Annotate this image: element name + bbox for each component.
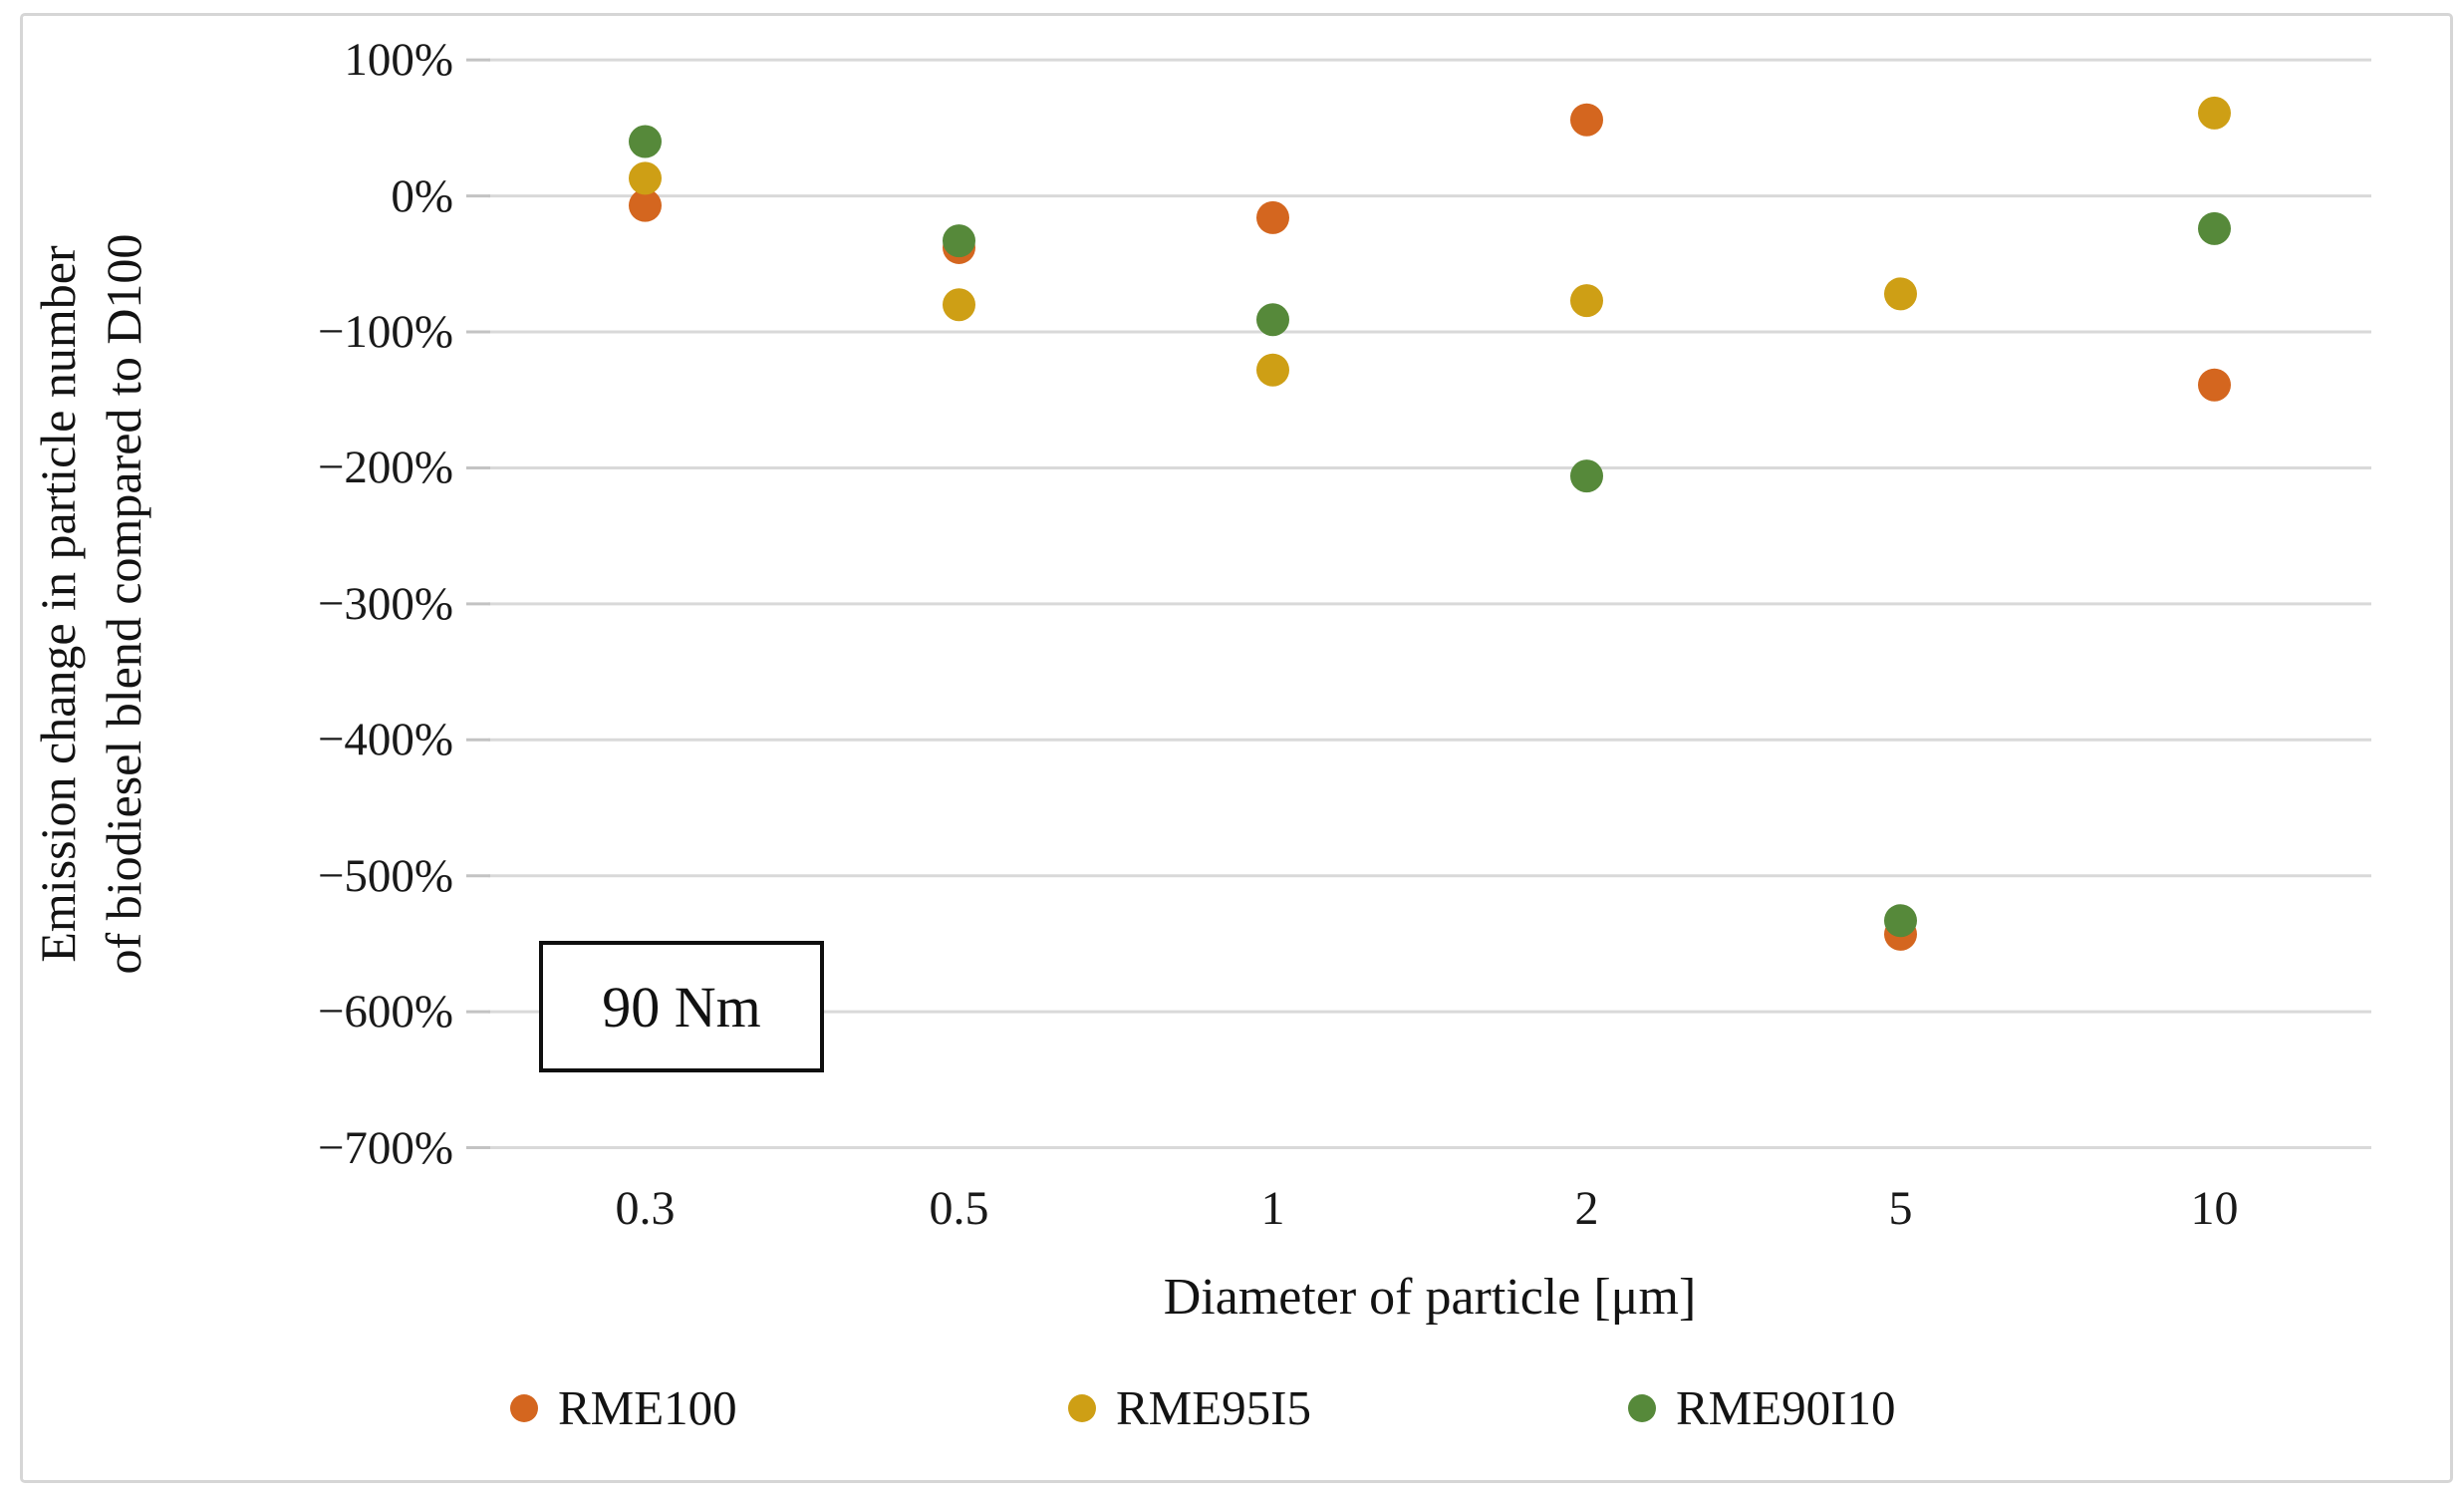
data-point-rme90i10: [2198, 211, 2231, 245]
x-axis-tick-label: 2: [1574, 1182, 1599, 1235]
legend-item-rme95i5: RME95I5: [1068, 1379, 1311, 1436]
x-axis-tick-label: 10: [2190, 1182, 2239, 1235]
x-axis-title: Diameter of particle [μm]: [1163, 1269, 1697, 1326]
data-point-rme100: [1570, 103, 1603, 137]
data-point-rme95i5: [1570, 284, 1603, 318]
y-axis-title-line1: Emission change in particle number: [30, 245, 86, 963]
annotation-text: 90 Nm: [602, 974, 761, 1040]
data-point-rme95i5: [1256, 353, 1289, 387]
x-axis-tick-label: 5: [1888, 1182, 1913, 1235]
x-axis-tick-label: 0.3: [615, 1182, 676, 1235]
y-axis-tick-label: −500%: [317, 849, 453, 902]
data-point-rme100: [2198, 368, 2231, 402]
x-axis-tick-label: 1: [1260, 1182, 1285, 1235]
y-axis-tick-label: −700%: [317, 1121, 453, 1174]
y-axis-tick-label: −400%: [317, 714, 453, 766]
annotation-box: 90 Nm: [539, 941, 824, 1072]
data-point-rme100: [1256, 200, 1289, 234]
legend-item-rme90i10: RME90I10: [1628, 1379, 1896, 1436]
legend-marker-rme90i10-icon: [1628, 1393, 1656, 1422]
legend-item-rme100: RME100: [510, 1379, 737, 1436]
y-axis-tick-label: −100%: [317, 306, 453, 359]
x-axis-tick-label: 0.5: [929, 1182, 989, 1235]
y-axis-tick-label: −600%: [317, 986, 453, 1039]
legend-label-rme100: RME100: [558, 1380, 737, 1435]
data-point-rme90i10: [1570, 459, 1603, 493]
y-axis-tick-label: −300%: [317, 577, 453, 630]
data-point-rme95i5: [943, 288, 975, 322]
legend-marker-rme95i5-icon: [1068, 1393, 1096, 1422]
data-point-rme90i10: [943, 224, 975, 258]
legend-label-rme90i10: RME90I10: [1676, 1380, 1896, 1435]
data-point-rme90i10: [629, 125, 662, 158]
data-point-rme100: [629, 188, 662, 222]
data-point-rme90i10: [1256, 303, 1289, 337]
y-axis-tick-label: 100%: [344, 34, 453, 87]
data-point-rme95i5: [1884, 277, 1917, 311]
y-axis-title: Emission change in particle number of bi…: [25, 21, 158, 1187]
data-point-rme90i10: [1884, 904, 1917, 938]
legend-marker-rme100-icon: [510, 1393, 538, 1422]
legend-label-rme95i5: RME95I5: [1116, 1380, 1311, 1435]
data-point-rme95i5: [629, 161, 662, 195]
data-point-rme95i5: [2198, 96, 2231, 130]
y-axis-tick-label: 0%: [391, 169, 453, 222]
y-axis-tick-label: −200%: [317, 442, 453, 494]
